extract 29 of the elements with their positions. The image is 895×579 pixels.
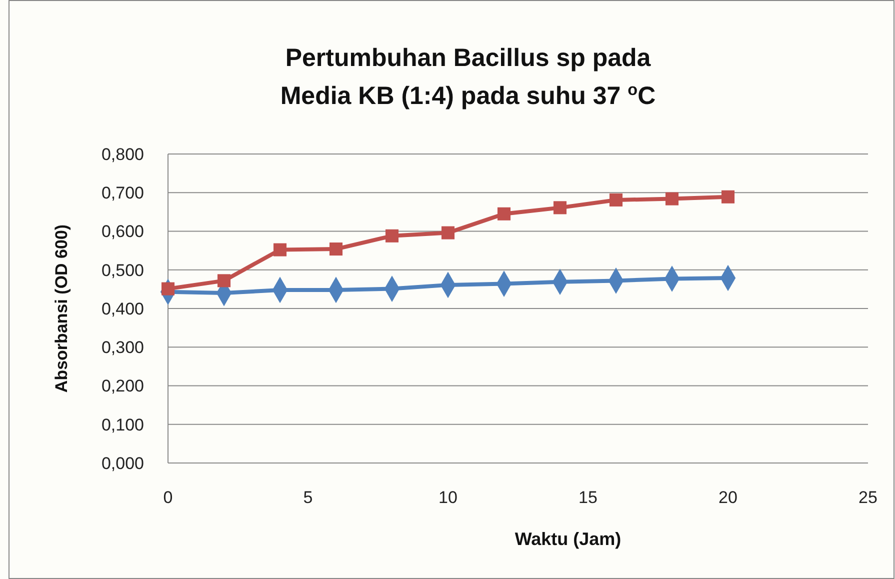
point	[273, 243, 287, 256]
y-tick-label: 0,400	[101, 299, 144, 318]
y-tick-label: 0,100	[101, 415, 144, 434]
point	[441, 226, 455, 240]
point	[553, 201, 567, 214]
point	[161, 282, 175, 296]
x-tick-label: 0	[163, 488, 173, 507]
point	[217, 274, 231, 288]
point	[609, 193, 623, 206]
point	[329, 242, 343, 256]
chart-title: Pertumbuhan Bacillus sp pada Media KB (1:4) pada suhu 37 $^{o}$C	[280, 44, 656, 110]
y-tick-label: 0,200	[101, 376, 144, 396]
point	[497, 207, 511, 220]
x-tick-label: 20	[718, 488, 738, 507]
point	[665, 192, 679, 206]
y-tick-label: 0,500	[101, 260, 144, 280]
x-axis-title: Waktu (Jam)	[514, 529, 622, 549]
x-tick-label: 5	[303, 488, 313, 507]
x-tick-label: 15	[578, 488, 598, 507]
x-tick-label: 25	[858, 488, 878, 507]
y-tick-label: 0,800	[101, 144, 144, 164]
point	[385, 229, 399, 242]
y-axis-title: Absorbansi (OD 600)	[52, 224, 71, 393]
y-tick-label: 0,000	[101, 454, 144, 473]
y-tick-label: 0,700	[101, 184, 144, 203]
y-tick-label: 0,600	[101, 222, 144, 242]
x-tick-label: 10	[438, 488, 458, 507]
y-tick-label: 0,300	[101, 338, 144, 358]
point	[721, 190, 735, 204]
